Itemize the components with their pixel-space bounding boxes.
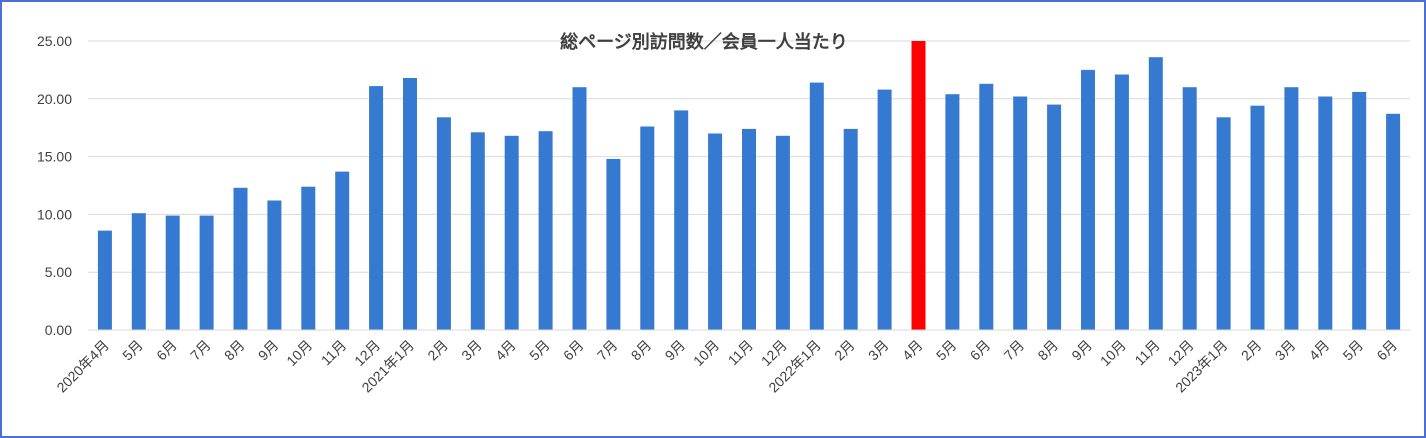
bar [538,131,553,330]
x-tick-label: 8月 [221,337,248,364]
bar [674,110,689,331]
bar [470,132,485,330]
y-tick-label: 25.00 [37,33,72,49]
bar [1013,96,1028,330]
bar [775,135,790,330]
bar [1318,96,1333,330]
y-tick-label: 0.00 [45,322,72,338]
bar [572,87,587,330]
x-tick-label: 6月 [1373,337,1400,364]
bar [843,128,858,330]
bar [1182,87,1197,330]
x-tick-label: 4月 [1306,337,1333,364]
bar [1386,113,1401,330]
x-tick-label: 4月 [899,337,926,364]
bar [911,41,926,330]
bar [809,82,824,330]
x-tick-label: 2020年4月 [53,337,112,396]
x-tick-label: 11月 [725,337,756,368]
x-tick-label: 9月 [1068,337,1095,364]
x-tick-label: 7月 [594,337,621,364]
x-tick-label: 10月 [690,337,722,369]
x-tick-label: 6月 [153,337,180,364]
bar [97,230,112,330]
x-tick-label: 3月 [1272,337,1299,364]
x-tick-label: 10月 [283,337,315,369]
bar [504,135,519,330]
bars [97,41,1401,331]
x-tick-label: 7月 [187,337,214,364]
bar [1081,69,1095,331]
x-tick-label: 8月 [1034,337,1061,364]
x-tick-label: 9月 [662,337,689,364]
x-tick-label: 7月 [1001,337,1028,364]
y-axis-ticks: 0.00 5.00 10.00 15.00 20.00 25.00 [37,33,72,338]
x-tick-label: 6月 [967,337,994,364]
bar [267,200,282,330]
bar [1352,91,1367,331]
x-tick-label: 5月 [119,337,146,364]
y-tick-label: 5.00 [45,264,72,280]
bar [436,117,451,330]
x-tick-label: 10月 [1097,337,1129,369]
y-tick-label: 20.00 [37,91,72,107]
x-tick-label: 2月 [831,337,858,364]
bar [606,158,621,330]
bar [403,78,417,330]
bar [131,213,146,330]
x-tick-label: 2月 [1238,337,1265,364]
bar [640,126,655,330]
bar [1284,87,1299,330]
y-tick-label: 10.00 [37,206,72,222]
bar [165,215,180,330]
x-tick-label: 11月 [318,337,349,368]
x-tick-label: 9月 [255,337,282,364]
x-tick-label: 5月 [526,337,553,364]
x-tick-label: 5月 [933,337,960,364]
x-tick-label: 11月 [1131,337,1162,368]
chart-title: 総ページ別訪問数／会員一人当たり [560,31,848,53]
bar [708,133,723,330]
bar [233,187,248,330]
x-tick-label: 3月 [865,337,892,364]
bar [1114,74,1129,330]
bar [945,94,960,330]
bar [1216,117,1231,330]
bar [335,171,350,330]
x-tick-label: 4月 [492,337,519,364]
bar [877,89,892,330]
bar [1047,104,1062,330]
x-tick-label: 6月 [560,337,587,364]
bar [199,215,214,330]
x-tick-label: 5月 [1340,337,1367,364]
bar [369,86,384,330]
bar [1250,105,1265,330]
bar [979,83,994,330]
x-tick-label: 2月 [424,337,451,364]
bar [1148,57,1163,330]
bar [301,186,316,330]
x-tick-label: 3月 [458,337,485,364]
y-tick-label: 15.00 [37,149,72,165]
x-tick-label: 8月 [628,337,655,364]
bar [742,128,756,330]
